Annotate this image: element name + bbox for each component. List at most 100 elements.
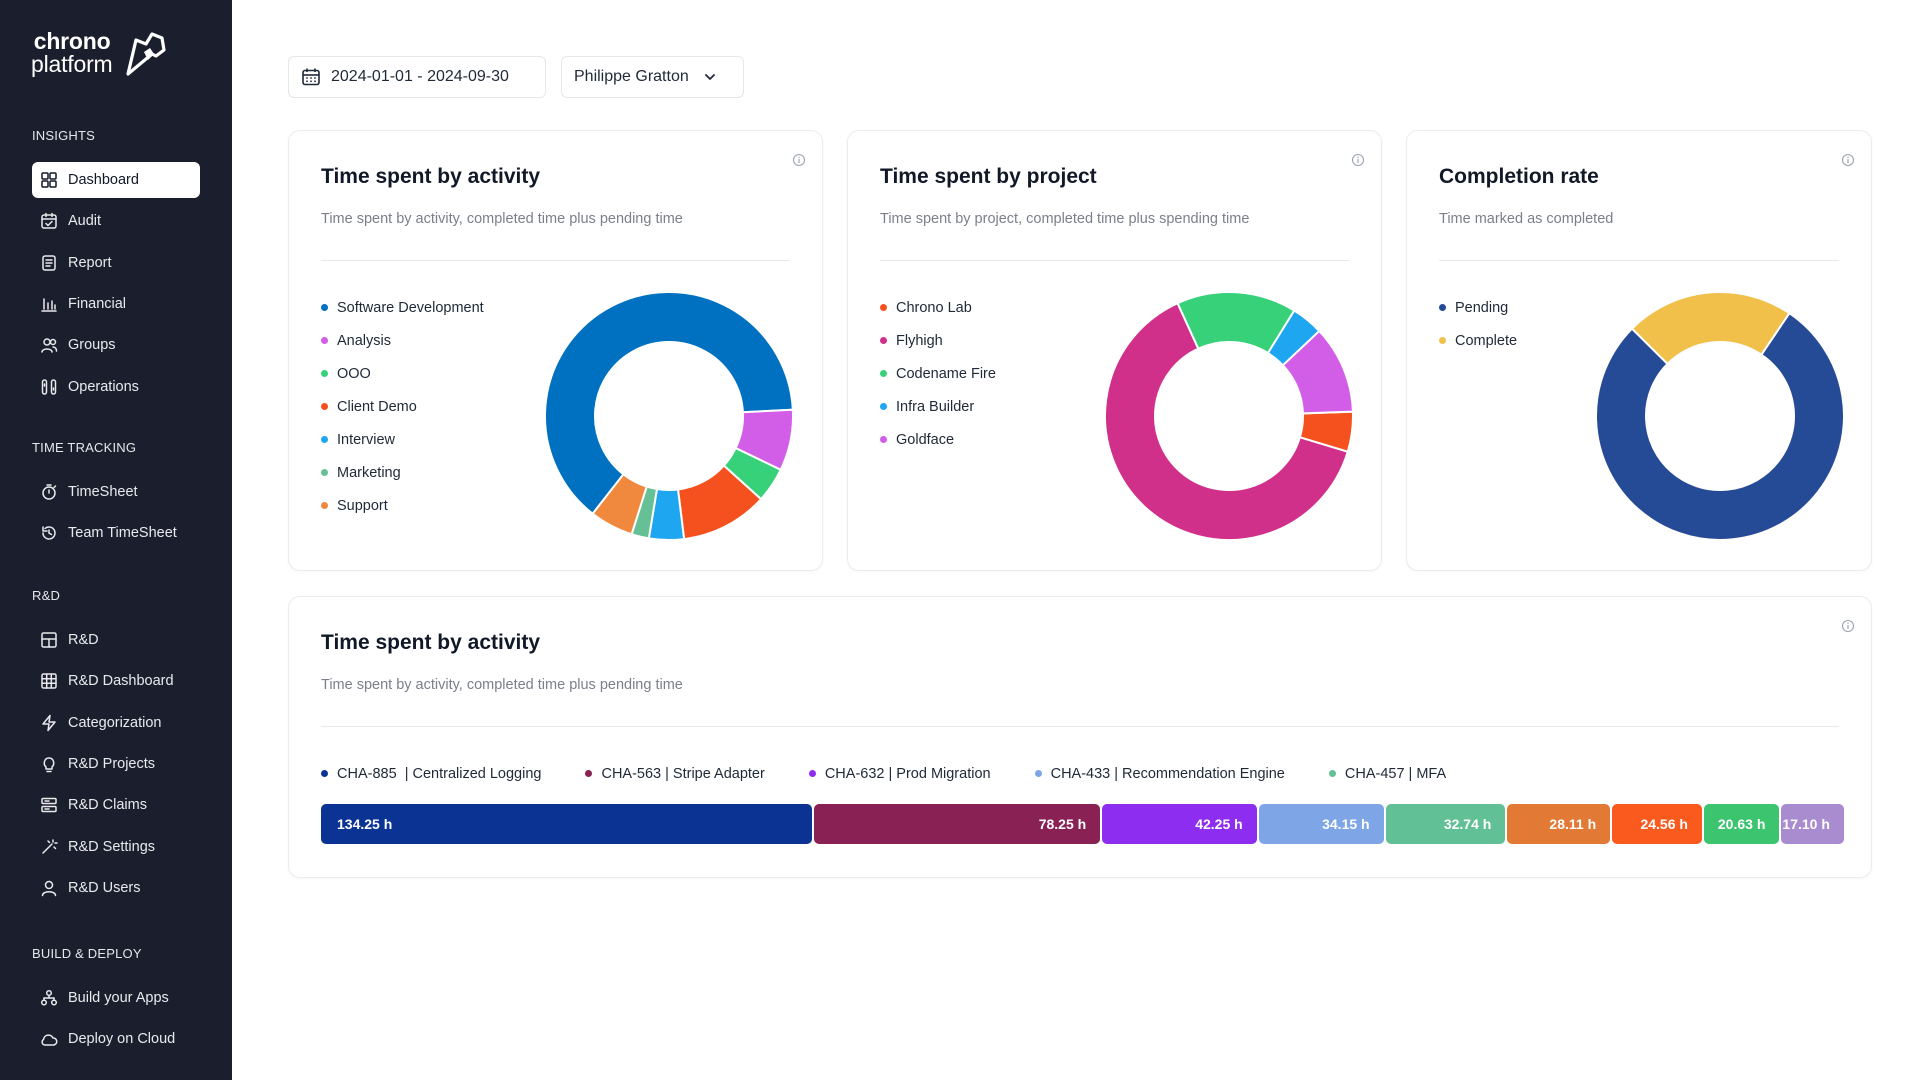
sidebar-item-label: Report [68, 254, 112, 271]
logo-line-2: platform [31, 51, 113, 77]
legend-dot [880, 436, 887, 443]
donut-slice-complete[interactable] [1630, 291, 1791, 366]
bar-segment[interactable]: 32.74 h [1385, 804, 1506, 844]
legend-item[interactable]: Pending [1439, 291, 1517, 324]
legend-item[interactable]: Chrono Lab [880, 291, 996, 324]
legend-item[interactable]: Client Demo [321, 390, 484, 423]
legend-item[interactable]: Interview [321, 423, 484, 456]
legend-item[interactable]: Flyhigh [880, 324, 996, 357]
bar-segment[interactable]: 17.10 h [1781, 804, 1844, 844]
legend-label: Support [337, 497, 388, 514]
stopwatch-icon [40, 483, 58, 501]
donut-slice-software-development[interactable] [544, 291, 794, 516]
sidebar-item-r-d-claims[interactable]: R&D Claims [32, 787, 200, 823]
sidebar-item-label: Financial [68, 295, 127, 312]
sidebar-item-label: R&D Projects [68, 755, 156, 772]
card-subtitle: Time spent by activity, completed time p… [321, 211, 683, 227]
bar-value-label: 17.10 h [1782, 816, 1830, 832]
calendar-icon [302, 68, 320, 86]
donut-slice-flyhigh[interactable] [1104, 301, 1349, 541]
sidebar-item-team-timesheet[interactable]: Team TimeSheet [32, 515, 200, 551]
sidebar-item-timesheet[interactable]: TimeSheet [32, 474, 200, 510]
date-range-picker[interactable]: 2024-01-01 - 2024-09-30 [288, 56, 546, 98]
legend-label: CHA-563 | Stripe Adapter [601, 765, 765, 782]
sidebar-item-audit[interactable]: Audit [32, 203, 200, 239]
legend-dot [808, 770, 816, 777]
sidebar-item-label: Deploy on Cloud [68, 1031, 176, 1048]
sidebar-item-report[interactable]: Report [32, 245, 200, 281]
legend-item[interactable]: OOO [321, 357, 484, 390]
legend-dot [321, 502, 328, 509]
bar-value-label: 42.25 h [1195, 816, 1243, 832]
sidebar-item-deploy-on-cloud[interactable]: Deploy on Cloud [32, 1021, 200, 1057]
sidebar-item-r-d-settings[interactable]: R&D Settings [32, 829, 200, 865]
legend-item[interactable]: CHA-563 | Stripe Adapter [585, 757, 765, 790]
completion-donut-chart [1595, 291, 1845, 541]
sidebar-item-financial[interactable]: Financial [32, 286, 200, 322]
legend-item[interactable]: CHA-457 | MFA [1328, 757, 1446, 790]
legend-item[interactable]: Complete [1439, 324, 1517, 357]
card-subtitle: Time marked as completed [1439, 211, 1614, 227]
divider [880, 260, 1349, 261]
bar-segment[interactable]: 34.15 h [1258, 804, 1384, 844]
sidebar-item-dashboard[interactable]: Dashboard [32, 162, 200, 198]
legend-label: Infra Builder [896, 398, 975, 415]
legend-dot [321, 370, 328, 377]
legend-item[interactable]: Support [321, 489, 484, 522]
legend-item[interactable]: CHA-433 | Recommendation Engine [1034, 757, 1285, 790]
logo-line-1: chrono [33, 28, 111, 54]
activity-donut-chart [544, 291, 794, 541]
info-icon[interactable] [1351, 153, 1365, 167]
activity-donut-card: Time spent by activity Time spent by act… [288, 130, 823, 571]
legend-dot [321, 436, 328, 443]
bar-segment[interactable]: 20.63 h [1703, 804, 1780, 844]
bar-segment[interactable]: 78.25 h [814, 804, 1101, 844]
legend-label: Codename Fire [896, 365, 996, 382]
legend-item[interactable]: Goldface [880, 423, 996, 456]
user-select[interactable]: Philippe Gratton [561, 56, 744, 98]
legend-item[interactable]: Infra Builder [880, 390, 996, 423]
sidebar-item-build-your-apps[interactable]: Build your Apps [32, 980, 200, 1016]
sidebar-item-categorization[interactable]: Categorization [32, 705, 200, 741]
legend-item[interactable]: Analysis [321, 324, 484, 357]
users-icon [40, 336, 58, 354]
sidebar-item-operations[interactable]: Operations [32, 369, 200, 405]
completion-donut-card: Completion rate Time marked as completed… [1406, 130, 1872, 571]
chrono-platform-logo[interactable]: chrono platform [31, 30, 168, 76]
history-icon [40, 524, 58, 542]
legend-dot [880, 370, 887, 377]
donut-slice-pending[interactable] [1595, 311, 1845, 541]
donut-slice-goldface[interactable] [1281, 329, 1354, 415]
card-title: Time spent by project [880, 165, 1097, 188]
legend-item[interactable]: Software Development [321, 291, 484, 324]
legend-item[interactable]: CHA-885 | Centralized Logging [321, 757, 541, 790]
bar-segment[interactable]: 24.56 h [1612, 804, 1702, 844]
user-select-value: Philippe Gratton [574, 68, 689, 85]
sidebar-item-label: R&D [68, 632, 99, 648]
info-icon[interactable] [792, 153, 806, 167]
divider [1439, 260, 1839, 261]
bar-segment[interactable]: 42.25 h [1102, 804, 1257, 844]
bar-segment[interactable]: 134.25 h [321, 804, 812, 844]
card-subtitle: Time spent by project, completed time pl… [880, 211, 1250, 227]
donut-slice-support[interactable] [591, 472, 648, 536]
info-icon[interactable] [1841, 619, 1855, 633]
legend-item[interactable]: Codename Fire [880, 357, 996, 390]
sidebar-item-groups[interactable]: Groups [32, 327, 200, 363]
bar-value-label: 32.74 h [1443, 816, 1492, 832]
bar-segment[interactable]: 28.11 h [1507, 804, 1611, 844]
legend-label: OOO [337, 365, 371, 382]
sidebar-item-r-d[interactable]: R&D [32, 622, 200, 658]
legend-label: Client Demo [337, 398, 417, 415]
legend-item[interactable]: Marketing [321, 456, 484, 489]
info-icon[interactable] [1841, 153, 1855, 167]
sidebar-item-label: R&D Dashboard [68, 673, 174, 690]
legend-label: CHA-885 | Centralized Logging [337, 765, 542, 782]
cloud-icon [40, 1030, 58, 1048]
sidebar: chrono platform INSIGHTS Dashboard Audit Re… [0, 0, 232, 1080]
sidebar-item-r-d-dashboard[interactable]: R&D Dashboard [32, 663, 200, 699]
card-title: Time spent by activity [321, 165, 541, 188]
legend-item[interactable]: CHA-632 | Prod Migration [808, 757, 991, 790]
sidebar-item-r-d-users[interactable]: R&D Users [32, 870, 200, 906]
sidebar-item-r-d-projects[interactable]: R&D Projects [32, 746, 200, 782]
